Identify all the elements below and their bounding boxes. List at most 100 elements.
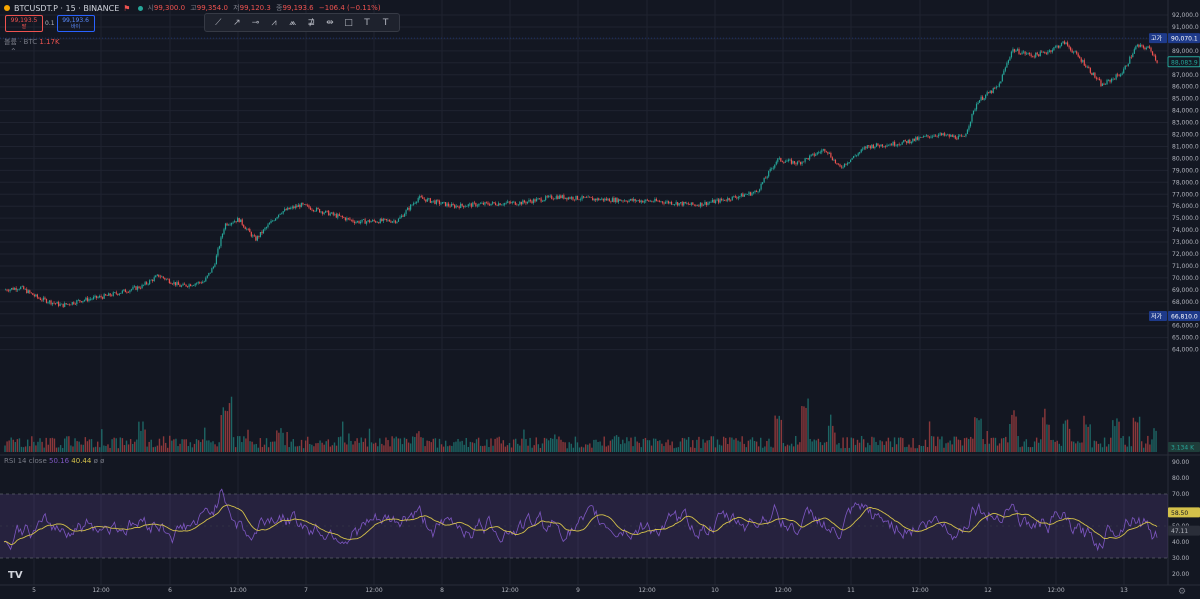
parallel-channel-icon[interactable]: ⋣ [307, 17, 316, 28]
low-price-tag-label-bg [1149, 311, 1167, 322]
candle-body [112, 292, 114, 296]
price-tick-label: 86,000.0 [1172, 84, 1199, 91]
volume-bar [737, 440, 739, 452]
candle-body [790, 159, 793, 164]
text-icon[interactable]: T [364, 17, 370, 28]
volume-bar [749, 439, 752, 452]
candle-body [250, 232, 252, 237]
candle-body [843, 163, 846, 168]
candle-body [302, 202, 304, 205]
low-price-tag-label: 저가 [1151, 313, 1163, 321]
volume-bar [385, 437, 387, 452]
horizontal-line-icon[interactable]: ⊸ [251, 17, 260, 28]
rsi-tick-label: 20.00 [1172, 571, 1189, 578]
candle-body [369, 220, 371, 223]
candle-body [1132, 53, 1134, 58]
candle-body [1044, 51, 1046, 54]
candle-body [168, 279, 170, 283]
candle-body [323, 212, 325, 214]
volume-bar [955, 436, 958, 452]
candle-body [966, 129, 969, 134]
volume-bar [1002, 437, 1005, 452]
candle-body [300, 202, 302, 208]
buy-button[interactable]: 99,193.6 바이 [56, 15, 95, 32]
volume-bar [111, 439, 113, 452]
volume-bar [53, 438, 56, 452]
volume-bar [1099, 443, 1102, 452]
candle-body [978, 100, 981, 103]
price-label-icon[interactable]: T [382, 17, 389, 28]
volume-legend[interactable]: 볼륨 · BTC 1.17K [4, 38, 60, 46]
candle-body [88, 299, 90, 302]
candle-body [513, 201, 515, 203]
path-icon[interactable]: ⩘ [271, 17, 277, 28]
trend-line-icon[interactable]: ⟋ [215, 17, 222, 28]
sell-button[interactable]: 99,193.5 팔 [5, 15, 43, 32]
candle-body [10, 288, 13, 290]
volume-bar [397, 438, 400, 452]
candle-body [352, 220, 354, 222]
volume-bar [628, 441, 630, 452]
volume-bar [424, 446, 426, 452]
rsi-legend[interactable]: RSI 14 close 50.16 40.44 ø ø [4, 457, 105, 465]
volume-bar [175, 438, 177, 452]
alert-icon[interactable]: ⚑ [123, 3, 131, 13]
volume-bar [782, 442, 785, 452]
candle-body [232, 222, 234, 224]
range-icon[interactable]: ⇹ [326, 17, 334, 28]
volume-bar [593, 439, 595, 452]
candle-body [379, 218, 381, 224]
candle-body [944, 133, 946, 136]
candle-body [33, 295, 35, 297]
candle-body [141, 284, 143, 289]
candle-body [658, 200, 661, 202]
high-price-tag-bg [1168, 33, 1200, 44]
volume-bar [245, 438, 247, 452]
volume-bar [1124, 444, 1126, 452]
rectangle-icon[interactable]: □ [344, 17, 353, 28]
candle-body [265, 227, 268, 229]
volume-bar [875, 441, 877, 452]
candle-body [607, 198, 609, 201]
volume-bar [488, 447, 490, 452]
wave-icon[interactable]: ⩕ [289, 17, 297, 28]
candle-body [778, 157, 780, 159]
volume-bar [1128, 436, 1130, 452]
candle-body [992, 88, 994, 93]
volume-bar [731, 437, 733, 452]
candle-body [522, 200, 524, 205]
candle-body [689, 204, 691, 206]
tradingview-logo-icon[interactable]: TV [8, 570, 23, 581]
volume-bar [879, 440, 881, 452]
volume-bar [183, 439, 185, 452]
volume-bar [1075, 443, 1077, 452]
candle-body [856, 155, 858, 157]
candle-body [995, 86, 997, 89]
gear-icon[interactable]: ⚙ [1178, 587, 1187, 597]
ray-icon[interactable]: ↗ [233, 17, 241, 28]
candle-body [317, 207, 319, 210]
volume-bar [166, 447, 169, 452]
volume-bar [1130, 446, 1133, 452]
candle-body [854, 155, 856, 157]
symbol-title[interactable]: BTCUSDT.P · 15 · BINANCE [14, 3, 120, 13]
volume-bar [92, 447, 95, 452]
candle-body [171, 283, 174, 285]
candle-body [734, 196, 736, 198]
candle-body [642, 200, 644, 203]
volume-bar [558, 436, 560, 452]
candle-body [762, 182, 764, 184]
candle-body [15, 288, 17, 291]
candle-body [731, 196, 733, 201]
volume-bar [908, 444, 910, 452]
volume-bar [496, 437, 498, 452]
candle-body [247, 228, 249, 230]
collapse-chevron-icon[interactable]: ⌃ [10, 47, 17, 56]
volume-bar [199, 442, 202, 452]
candle-body [1019, 53, 1022, 55]
volume-bar [549, 438, 552, 452]
candle-body [974, 109, 976, 111]
volume-bar [18, 438, 21, 452]
